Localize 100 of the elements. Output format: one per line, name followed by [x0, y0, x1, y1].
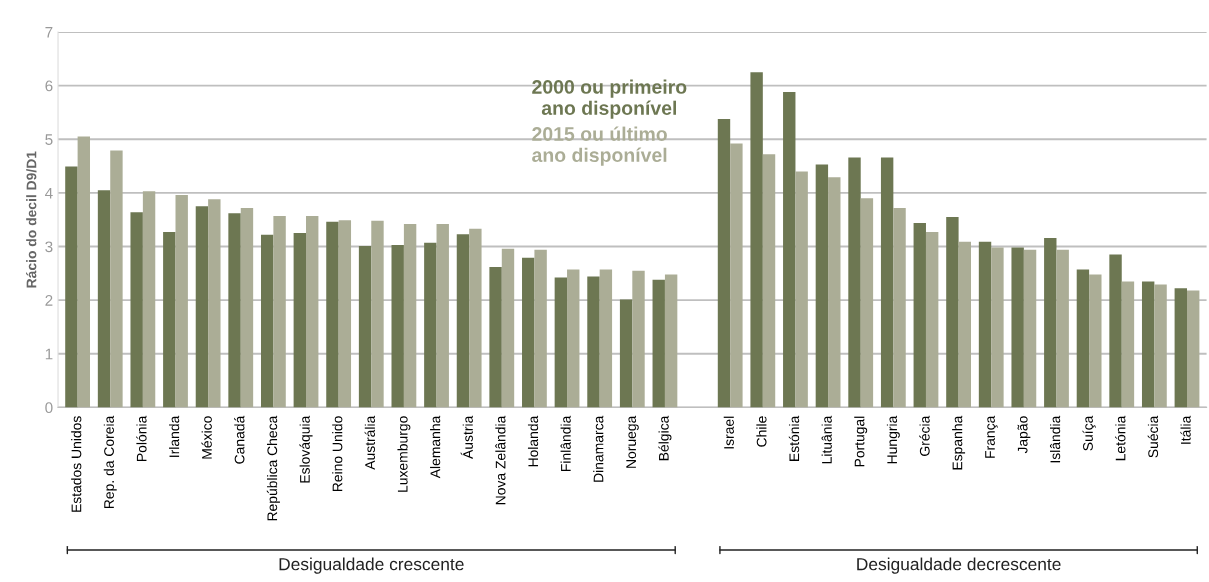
text: Desigualdade crescente [279, 557, 464, 574]
x-tick-label: Alemanha [430, 415, 441, 479]
y-tick-label: 4 [45, 187, 53, 199]
bar [652, 279, 665, 408]
bar [456, 234, 470, 408]
x-tick-label: França [985, 415, 998, 458]
x-tick-label: Israel [723, 416, 734, 449]
bar [913, 222, 926, 408]
bar [599, 269, 613, 408]
x-tick-label: Chile [756, 416, 767, 447]
x-tick-label: Estónia [788, 415, 800, 461]
text: 2015 ou último ano disponível [532, 126, 667, 166]
x-tick-label: Reino Unido [332, 416, 343, 492]
bar [306, 215, 319, 408]
x-tick-label: Rep. da Coreia [103, 415, 117, 509]
bar [403, 224, 417, 408]
bar [97, 190, 111, 408]
bar [424, 242, 437, 408]
y-tick-label: 3 [45, 241, 53, 253]
x-tick-label: República Checa [266, 415, 280, 521]
text: Desigualdade decrescente [857, 557, 1061, 574]
bar [632, 270, 645, 408]
x-tick-label: Austrália [364, 415, 375, 470]
bar [717, 118, 731, 408]
y-tick-label: 5 [45, 134, 53, 145]
x-tick-label: Canadá [234, 415, 245, 464]
bar [195, 206, 209, 408]
bar [208, 199, 221, 408]
x-tick-label: México [201, 416, 212, 459]
x-tick-label: Hungria [886, 415, 900, 464]
x-tick-label: Portugal [854, 416, 868, 467]
x-tick-label: Nova Zelândia [495, 415, 506, 505]
x-tick-label: Islândia [1049, 415, 1061, 463]
bar [534, 249, 547, 408]
bar [1121, 281, 1135, 408]
y-tick-label: 6 [45, 80, 53, 92]
bar [338, 220, 352, 408]
bar [1187, 290, 1200, 408]
bar [750, 72, 763, 408]
bar [1011, 247, 1024, 408]
x-tick-label: Suíça [1082, 415, 1096, 451]
bar [110, 150, 123, 408]
x-tick-label: Áustria [460, 415, 473, 459]
x-tick-label: Japão [1017, 416, 1031, 454]
bar [1044, 237, 1057, 408]
bar [175, 195, 188, 408]
bar [469, 228, 482, 408]
bar [848, 157, 861, 408]
bar [958, 241, 971, 408]
x-tick-label: Itália [1180, 415, 1191, 444]
y-axis-title: Rácio do decil D9/D1 [26, 151, 37, 288]
bar [1174, 288, 1187, 408]
bar [293, 233, 307, 408]
bar [946, 217, 959, 408]
y-tick-label: 1 [45, 348, 53, 360]
bar [77, 136, 91, 408]
bar [371, 220, 384, 408]
bar [730, 143, 743, 408]
x-tick-label: Dinamarca [593, 415, 604, 482]
x-tick-label: Irlanda [169, 415, 180, 457]
bar [358, 245, 372, 408]
bar [501, 248, 515, 408]
bar [130, 212, 143, 408]
bar [163, 232, 176, 408]
bar [391, 244, 404, 408]
bar [880, 157, 894, 408]
x-tick-label: Letónia [1115, 415, 1126, 461]
x-tick-label: Grécia [919, 415, 930, 456]
bar [554, 277, 568, 408]
bar [860, 198, 874, 408]
bar [783, 92, 796, 408]
bar [567, 269, 580, 408]
bar [795, 171, 808, 408]
bar [1076, 269, 1090, 408]
x-tick-label: Espanha [952, 415, 966, 470]
bar [991, 247, 1004, 408]
bar [522, 257, 535, 408]
bar [978, 241, 992, 408]
y-tick-label: 0 [45, 402, 53, 414]
x-tick-label: Finlândia [560, 415, 571, 471]
bar [436, 224, 449, 408]
series-label: 2000 ou primeiro ano disponível [532, 79, 687, 119]
bar [326, 221, 339, 408]
bar [273, 215, 286, 408]
bar [619, 299, 633, 408]
bar [664, 274, 678, 408]
bar [1056, 249, 1069, 408]
bar [240, 207, 254, 408]
x-tick-label: Polónia [136, 415, 147, 461]
bar [260, 234, 274, 408]
bar [587, 276, 600, 408]
bar [1089, 274, 1102, 408]
x-tick-label: Suécia [1147, 415, 1159, 458]
bar [893, 207, 906, 408]
x-tick-label: Eslováquia [299, 415, 313, 483]
bar [828, 177, 841, 408]
x-tick-label: Bélgica [658, 415, 672, 461]
bar [925, 232, 939, 408]
bar [762, 154, 776, 408]
bar [228, 213, 241, 408]
